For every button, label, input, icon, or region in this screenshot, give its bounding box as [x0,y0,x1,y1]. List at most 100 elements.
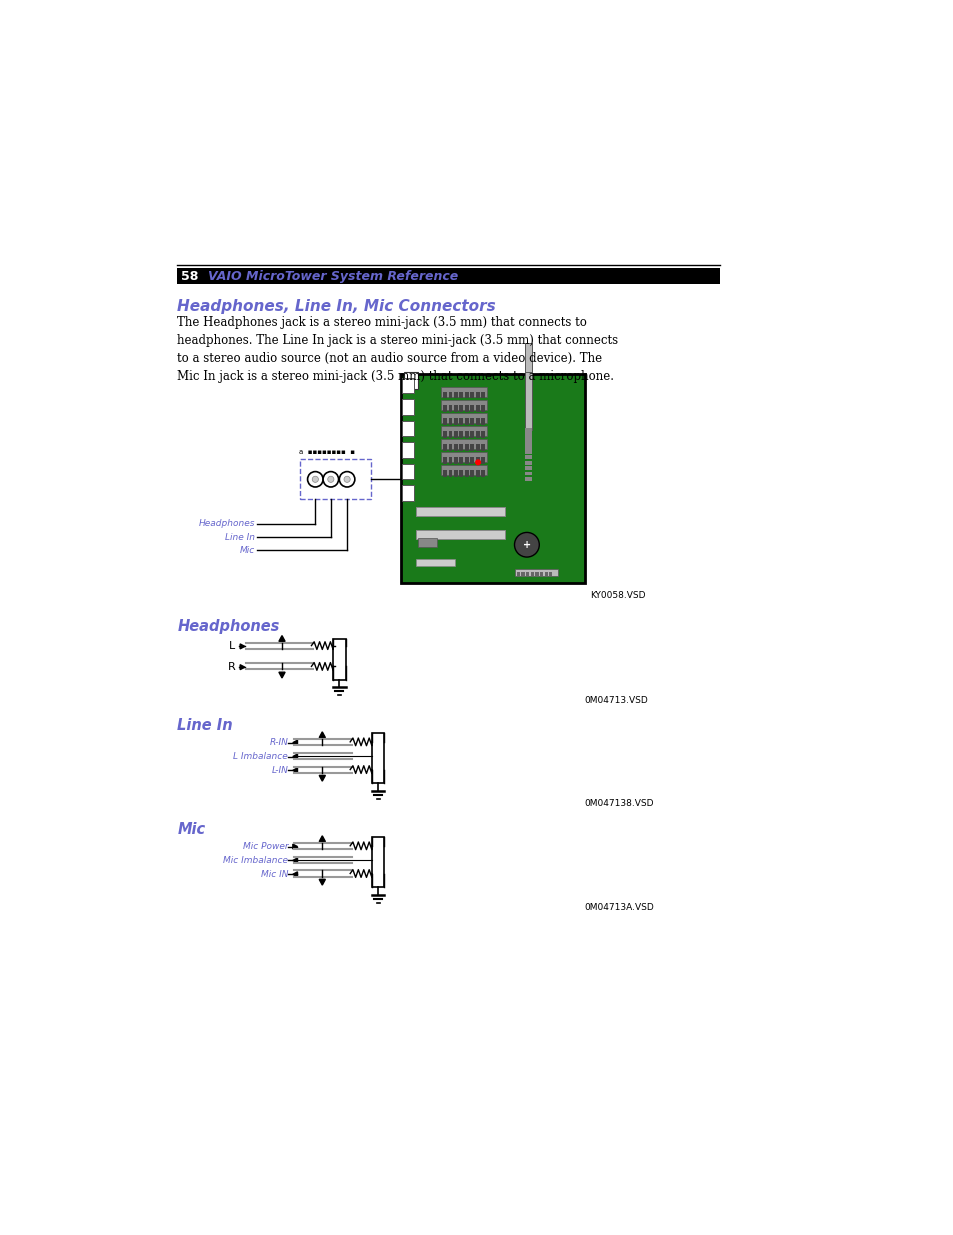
Bar [448,457,452,464]
Bar [464,405,468,411]
Circle shape [344,477,350,483]
Circle shape [328,477,334,483]
Bar [476,443,479,451]
Bar [443,431,447,437]
Bar [402,378,414,393]
Bar [525,461,531,464]
Bar [454,405,457,411]
Bar [470,405,474,411]
Bar [372,837,384,888]
Text: The Headphones jack is a stereo mini-jack (3.5 mm) that connects to
headphones. : The Headphones jack is a stereo mini-jac… [177,316,618,383]
Bar [416,508,505,516]
Bar [525,573,529,577]
Bar [464,471,468,477]
Bar [443,405,447,411]
Bar [525,472,531,475]
Bar [470,457,474,464]
Text: L Imbalance: L Imbalance [233,752,288,761]
Polygon shape [319,732,325,737]
Text: Line In: Line In [177,718,233,734]
Circle shape [307,472,323,487]
Bar [464,443,468,451]
Bar [470,417,474,425]
Bar [402,442,414,458]
Bar [480,457,484,464]
Polygon shape [278,636,285,641]
Bar [470,431,474,437]
Polygon shape [278,672,285,678]
Circle shape [323,472,338,487]
Bar [443,471,447,477]
Text: Mic: Mic [239,546,254,555]
Bar [440,412,487,424]
Bar [464,457,468,464]
Bar [459,391,463,399]
Polygon shape [240,664,245,669]
Text: Mic IN: Mic IN [260,869,288,879]
Bar [402,464,414,479]
Bar [476,471,479,477]
Polygon shape [319,776,325,782]
Text: KY0058.VSD: KY0058.VSD [590,592,645,600]
Bar [416,558,455,567]
Bar [525,477,531,480]
Bar [525,448,531,452]
Text: VAIO MicroTower System Reference: VAIO MicroTower System Reference [208,269,458,283]
Bar [299,458,371,499]
Bar [470,443,474,451]
Bar [464,431,468,437]
Bar [524,372,532,430]
Bar [476,457,479,464]
Polygon shape [293,768,297,773]
Bar [440,440,487,450]
Polygon shape [319,879,325,885]
Bar [525,442,531,446]
Bar [470,471,474,477]
Text: Line In: Line In [225,532,254,542]
Bar [402,421,414,436]
Bar [448,431,452,437]
Bar [525,440,531,443]
Bar [454,391,457,399]
Bar [525,415,531,419]
Text: L-IN: L-IN [271,766,288,774]
Bar [525,431,531,436]
Bar [416,530,505,540]
Text: Mic: Mic [177,823,205,837]
Bar [404,372,418,389]
Circle shape [312,477,318,483]
Text: Headphones: Headphones [177,620,279,635]
Bar [535,573,537,577]
Text: L: L [229,641,235,651]
Bar [448,417,452,425]
Bar [440,466,487,475]
Bar [448,471,452,477]
Bar [525,410,531,414]
Bar [480,471,484,477]
Bar [525,466,531,471]
Bar [443,457,447,464]
Bar [517,573,519,577]
Bar [549,573,552,577]
Bar [525,445,531,448]
Bar [476,391,479,399]
Bar [402,485,414,501]
Bar [525,405,531,409]
Bar [515,569,558,576]
Bar [525,456,531,459]
Bar [459,457,463,464]
Bar [480,391,484,399]
Bar [470,391,474,399]
Bar [372,734,384,783]
Bar [525,421,531,425]
Bar [440,452,487,462]
Bar [525,437,531,441]
Bar [480,405,484,411]
Bar [177,268,720,284]
Bar [454,457,457,464]
Text: a  ▪▪▪▪▪▪▪▪  ▪: a ▪▪▪▪▪▪▪▪ ▪ [298,450,355,456]
Bar [333,638,345,679]
Polygon shape [293,740,297,745]
Polygon shape [293,755,297,760]
Bar [454,471,457,477]
